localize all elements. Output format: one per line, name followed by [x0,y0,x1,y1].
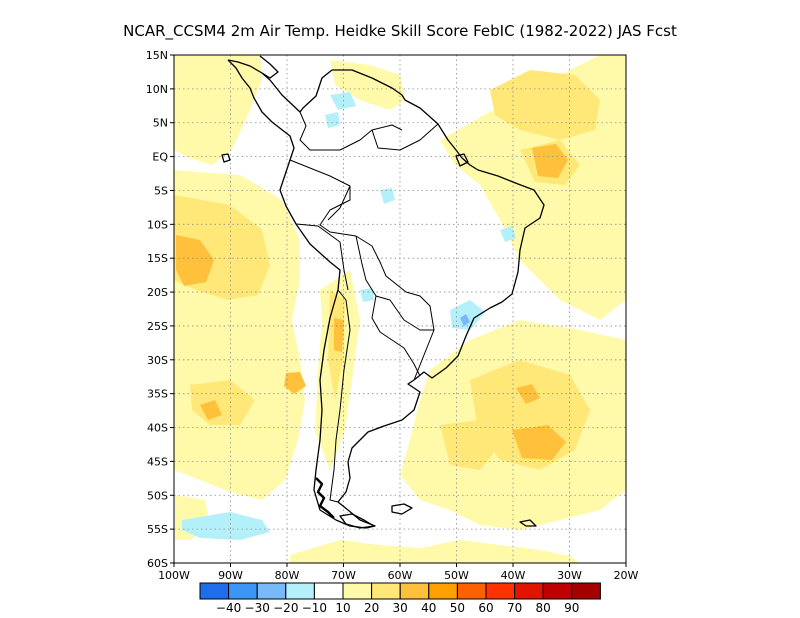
colorbar-label: 10 [335,601,350,615]
lat-tick-label: 10N [146,83,168,96]
colorbar-label: 20 [364,601,379,615]
lat-tick-label: 5S [154,184,168,197]
lat-tick-label: 45S [147,455,168,468]
lat-tick-label: 40S [147,422,168,435]
colorbar-swatch [428,582,458,600]
lat-tick-label: 60S [147,557,168,570]
lon-tick-label: 40W [501,569,526,582]
lon-tick-label: 20W [614,569,639,582]
map-title: NCAR_CCSM4 2m Air Temp. Heidke Skill Sco… [123,22,677,41]
plot-area [173,54,627,564]
colorbar-label: 30 [393,601,408,615]
lat-tick-label: 10S [147,218,168,231]
lat-tick-label: 55S [147,523,168,536]
lat-tick-label: 15S [147,252,168,265]
colorbar-swatch [285,582,315,600]
colorbar-swatch [571,582,601,600]
south-america-coastline [227,59,545,529]
colorbar-swatch [514,582,544,600]
colorbar-label: 50 [450,601,465,615]
grid-lines [174,55,626,563]
ocean-shading-orange [176,144,568,460]
lon-tick-label: 50W [444,569,469,582]
colorbar-label: −10 [302,601,327,615]
colorbar-label: 90 [564,601,579,615]
colorbar-label: −20 [273,601,298,615]
galapagos [221,153,231,163]
ocean-shading-blue [460,314,470,326]
colorbar-swatch [371,582,401,600]
colorbar-label: 40 [421,601,436,615]
marajo-island [455,153,469,167]
colorbar-swatch [399,582,430,600]
latitude-axis: 15N 10N 5N EQ 5S 10S 15S 20S 25S 30S 35S 40S 45S 50S 5… [146,49,174,570]
country-borders [289,111,439,503]
lat-tick-label: 15N [146,49,168,62]
lon-tick-label: 60W [388,569,413,582]
tierra-del-fuego [339,513,375,529]
coastlines-and-borders [221,55,545,529]
colorbar: −40 −30 −20 −10 10 20 30 40 50 60 70 80 90 [199,582,601,615]
falkland-islands [391,503,413,515]
colorbar-swatch [485,582,516,600]
lon-tick-label: 30W [557,569,582,582]
chilean-fjords [315,477,335,519]
colorbar-swatch [313,582,344,600]
south-georgia [519,519,537,527]
lat-tick-label: 20S [147,286,168,299]
colorbar-swatch [542,582,573,600]
colorbar-label: 70 [507,601,522,615]
colorbar-swatch [342,582,373,600]
lon-tick-label: 70W [331,569,356,582]
colorbar-label: 80 [536,601,551,615]
colorbar-swatch [199,582,230,600]
central-america-coastline [227,55,279,79]
lat-tick-label: 35S [147,388,168,401]
lat-tick-label: 30S [147,354,168,367]
colorbar-swatch [228,582,258,600]
colorbar-swatch [456,582,487,600]
lon-tick-label: 100W [158,569,190,582]
ocean-shading-cyan [182,92,516,540]
lon-tick-label: 80W [275,569,300,582]
lon-tick-label: 90W [218,569,243,582]
lat-tick-label: 25S [147,320,168,333]
lat-tick-label: EQ [152,151,168,164]
lat-tick-label: 50S [147,489,168,502]
lat-tick-label: 5N [153,117,168,130]
colorbar-label: −40 [216,601,241,615]
colorbar-label: 60 [478,601,493,615]
colorbar-label: −30 [245,601,270,615]
colorbar-swatch [256,582,287,600]
longitude-axis: 100W 90W 80W 70W 60W 50W 40W 30W 20W [158,563,639,582]
